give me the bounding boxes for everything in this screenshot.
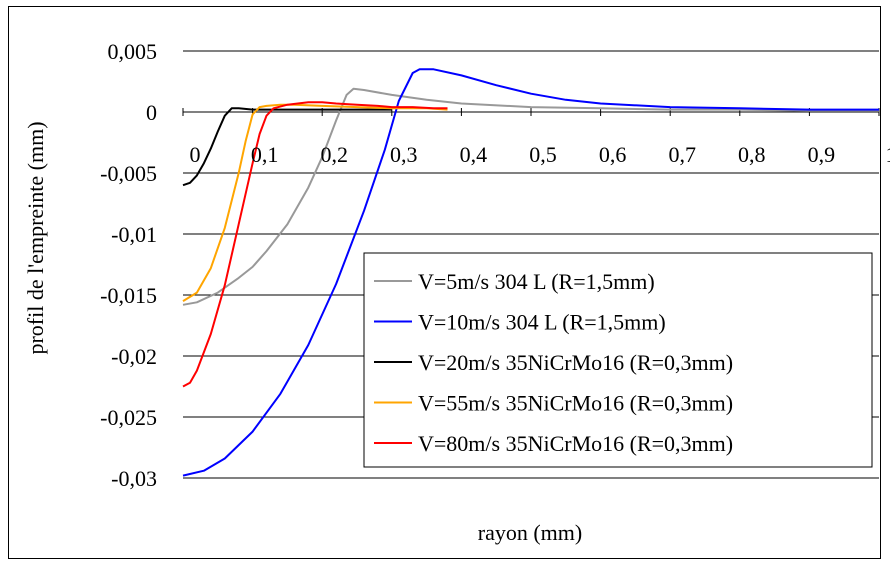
y-axis-label: profil de l'empreinte (mm) <box>23 121 48 354</box>
y-tick-labels: 0,005 0 -0,005 -0,01 -0,015 -0,02 -0,025 -0,03 <box>100 39 157 491</box>
x-tick-label: 0,5 <box>529 142 557 167</box>
series-line-1 <box>182 87 879 306</box>
y-tick-label: -0,015 <box>100 283 157 308</box>
x-axis-label: rayon (mm) <box>478 520 582 545</box>
legend-entry-1: V=5m/s 304 L (R=1,5mm) <box>418 269 655 294</box>
x-tick-label: 0,3 <box>390 142 418 167</box>
y-tick-label: -0,01 <box>111 222 157 247</box>
legend-box <box>363 252 873 468</box>
y-tick-label: -0,005 <box>100 161 157 186</box>
x-tick-label: 0,1 <box>251 142 279 167</box>
x-tick-label: 0,6 <box>599 142 627 167</box>
x-tick-label: 0 <box>190 142 201 167</box>
y-tick-label: 0,005 <box>108 39 158 64</box>
x-tick-label: 0,9 <box>808 142 836 167</box>
x-tick-label: 0,8 <box>738 142 766 167</box>
series-line-4 <box>182 103 448 302</box>
legend-entry-3: V=20m/s 35NiCrMo16 (R=0,3mm) <box>418 350 733 375</box>
series-line-5 <box>182 101 448 388</box>
x-tick-labels: 0 0,1 0,2 0,3 0,4 0,5 0,6 0,7 0,8 0,9 1 <box>190 142 890 167</box>
y-tick-label: -0,03 <box>111 466 157 491</box>
series-line-3 <box>182 107 392 187</box>
series-line-2 <box>182 68 879 477</box>
y-tick-label: 0 <box>146 100 157 125</box>
legend-entry-5: V=80m/s 35NiCrMo16 (R=0,3mm) <box>418 431 733 456</box>
x-tick-label: 0,4 <box>460 142 488 167</box>
x-tick-label: 0,7 <box>668 142 696 167</box>
legend-entry-4: V=55m/s 35NiCrMo16 (R=0,3mm) <box>418 391 733 416</box>
legend: V=5m/s 304 L (R=1,5mm) V=10m/s 304 L (R=1… <box>363 252 873 468</box>
legend-entry-2: V=10m/s 304 L (R=1,5mm) <box>418 310 666 335</box>
series-layer <box>182 68 879 477</box>
x-tick-label: 0,2 <box>320 142 348 167</box>
y-tick-label: -0,02 <box>111 344 157 369</box>
x-tick-label: 1 <box>886 142 890 167</box>
y-tick-label: -0,025 <box>100 405 157 430</box>
